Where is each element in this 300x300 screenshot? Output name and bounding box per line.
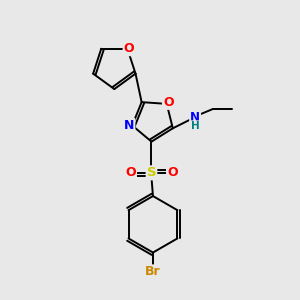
Text: O: O: [167, 166, 178, 179]
Text: O: O: [124, 42, 134, 55]
Text: N: N: [124, 119, 134, 132]
Text: O: O: [125, 166, 136, 179]
Text: Br: Br: [145, 266, 161, 278]
Text: H: H: [191, 121, 200, 131]
Text: O: O: [163, 96, 173, 109]
Text: N: N: [190, 111, 200, 124]
Text: S: S: [147, 166, 156, 179]
